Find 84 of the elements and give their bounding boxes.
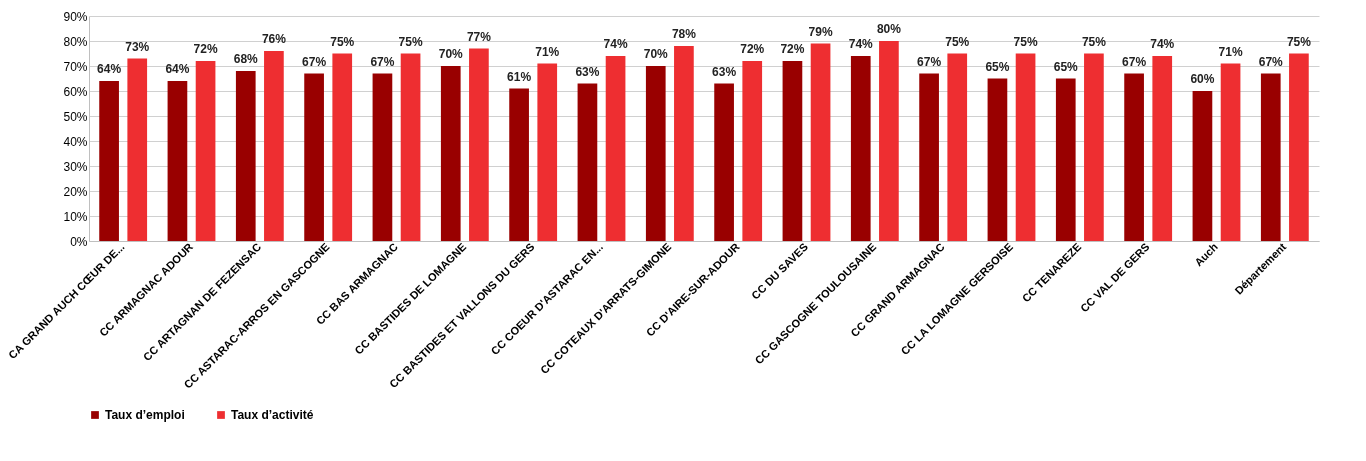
bar <box>304 73 324 241</box>
legend-label: Taux d’activité <box>231 408 314 422</box>
data-label: 74% <box>1150 37 1175 51</box>
y-tick-label: 0% <box>70 234 88 249</box>
data-label: 75% <box>945 34 970 49</box>
bar <box>577 83 598 241</box>
data-label: 74% <box>848 37 874 51</box>
data-label: 67% <box>370 54 395 69</box>
bar <box>1152 56 1173 241</box>
bar <box>782 61 803 241</box>
bar <box>1289 53 1309 241</box>
data-label: 75% <box>1013 34 1038 49</box>
data-label: 75% <box>1286 34 1312 49</box>
data-label: 64% <box>165 62 190 76</box>
bar <box>469 48 489 241</box>
y-tick-label: 90% <box>63 9 88 24</box>
bar <box>1192 91 1213 241</box>
data-label: 78% <box>671 27 697 41</box>
bar <box>987 78 1008 241</box>
bar <box>127 58 148 241</box>
bar <box>879 41 899 241</box>
y-tick-label: 50% <box>63 109 88 124</box>
data-label: 73% <box>125 39 150 54</box>
bar <box>332 53 353 241</box>
data-label: 75% <box>1081 34 1107 49</box>
bar <box>99 81 119 241</box>
data-label: 75% <box>398 34 423 49</box>
y-tick-label: 60% <box>63 84 88 99</box>
bar <box>674 46 694 241</box>
bar <box>509 88 529 241</box>
y-tick-label: 80% <box>63 34 88 49</box>
data-label: 72% <box>193 42 218 56</box>
data-label: 67% <box>1258 54 1284 69</box>
bar <box>1260 73 1281 241</box>
bar <box>810 43 831 241</box>
data-label: 65% <box>1053 59 1079 74</box>
y-tick-label: 40% <box>63 134 88 149</box>
data-label: 74% <box>603 37 628 51</box>
y-tick-label: 10% <box>63 209 88 224</box>
bar <box>235 71 256 241</box>
bar <box>372 73 393 241</box>
data-label: 72% <box>780 42 805 56</box>
data-label: 79% <box>808 24 833 39</box>
data-label: 64% <box>97 62 122 76</box>
data-label: 67% <box>917 54 942 69</box>
legend-label: Taux d’emploi <box>105 408 185 422</box>
data-label: 70% <box>438 47 464 61</box>
data-label: 72% <box>740 42 765 56</box>
bar <box>714 83 734 241</box>
bar <box>919 73 939 241</box>
data-label: 70% <box>643 47 669 61</box>
data-label: 63% <box>575 64 600 79</box>
data-label: 67% <box>1122 54 1147 69</box>
bar <box>1084 53 1104 241</box>
bar <box>167 81 188 241</box>
data-label: 68% <box>233 52 259 66</box>
bar <box>400 53 421 241</box>
data-label: 71% <box>535 44 560 59</box>
bar <box>1055 78 1076 241</box>
data-label: 71% <box>1218 44 1243 59</box>
bar <box>605 56 626 241</box>
bar <box>645 66 666 241</box>
bar <box>537 63 558 241</box>
data-label: 60% <box>1190 72 1215 86</box>
bar <box>742 61 763 241</box>
data-label: 76% <box>261 32 287 46</box>
data-label: 80% <box>876 22 902 36</box>
bar <box>440 66 461 241</box>
y-tick-label: 70% <box>63 59 88 74</box>
data-label: 61% <box>507 69 532 84</box>
data-label: 63% <box>712 64 737 79</box>
bar <box>947 53 968 241</box>
bar <box>195 61 216 241</box>
bar <box>264 51 284 241</box>
data-label: 65% <box>985 59 1010 74</box>
data-label: 77% <box>466 29 492 44</box>
bar <box>1124 73 1144 241</box>
data-label: 75% <box>330 34 355 49</box>
data-label: 67% <box>302 54 327 69</box>
bar <box>1220 63 1241 241</box>
bar <box>850 56 871 241</box>
y-tick-label: 20% <box>63 184 88 199</box>
y-tick-label: 30% <box>63 159 88 174</box>
bar <box>1015 53 1036 241</box>
